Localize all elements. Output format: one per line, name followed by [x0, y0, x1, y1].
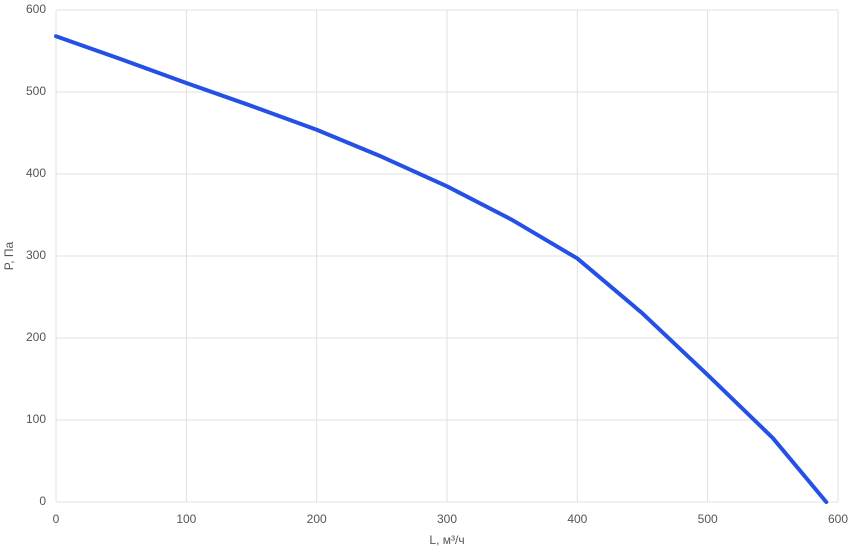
y-tick-label: 500	[26, 84, 46, 98]
series-line	[54, 34, 829, 504]
y-tick-label: 600	[26, 2, 46, 16]
y-tick-label: 0	[39, 494, 46, 508]
y-tick-label: 200	[26, 330, 46, 344]
y-tick-label: 100	[26, 412, 46, 426]
x-tick-label: 200	[307, 512, 327, 526]
x-tick-label: 0	[53, 512, 60, 526]
x-tick-label: 300	[437, 512, 457, 526]
x-tick-label: 100	[176, 512, 196, 526]
x-tick-label: 400	[567, 512, 587, 526]
x-tick-label: 600	[828, 512, 848, 526]
y-axis-title: P, Па	[2, 241, 16, 270]
y-tick-label: 400	[26, 166, 46, 180]
y-tick-label: 300	[26, 248, 46, 262]
x-axis-title: L, м³/ч	[429, 533, 464, 547]
x-tick-label: 500	[698, 512, 718, 526]
